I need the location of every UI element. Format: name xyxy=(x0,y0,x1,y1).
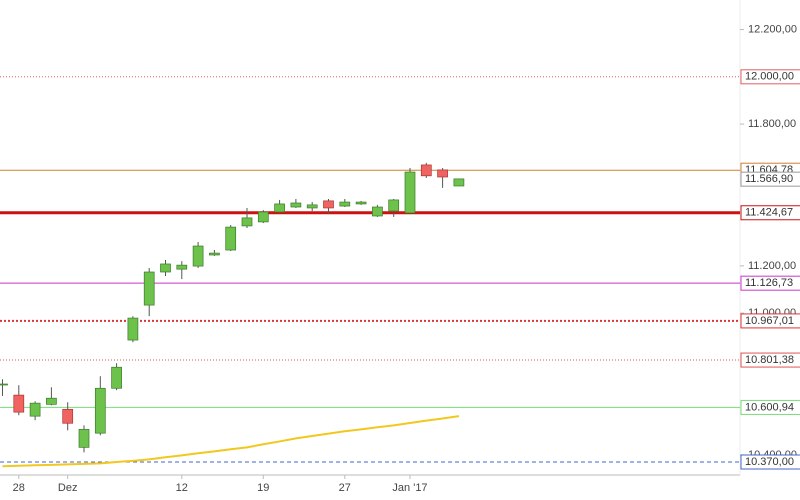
level-label-box xyxy=(740,399,800,415)
candle-body xyxy=(420,164,432,177)
candle-body xyxy=(13,394,25,413)
level-label-box xyxy=(740,171,800,187)
level-label-box xyxy=(740,275,800,291)
candle-body xyxy=(453,178,465,187)
moving-average xyxy=(2,415,460,468)
level-label: 11.424,67 xyxy=(745,207,793,219)
candle-body xyxy=(209,252,220,256)
level-label: 10.801,38 xyxy=(745,354,794,366)
candle-body xyxy=(127,317,139,341)
level-label-box xyxy=(740,352,800,368)
level-label: 11.566,90 xyxy=(745,173,793,185)
candle-body xyxy=(160,263,171,273)
candle-body xyxy=(225,226,237,251)
candle-body xyxy=(388,199,400,212)
candle-body xyxy=(176,264,188,270)
candle-body xyxy=(437,169,448,178)
x-tick-label: Dez xyxy=(58,482,78,494)
level-label-box xyxy=(740,69,800,85)
level-label: 12.000,00 xyxy=(745,71,794,83)
candle-body xyxy=(62,408,74,424)
candle-body xyxy=(94,387,106,434)
level-label-box xyxy=(740,454,800,470)
x-tick-label: Jan '17 xyxy=(392,482,427,494)
level-label-box xyxy=(740,205,800,221)
level-label: 10.600,94 xyxy=(745,401,794,413)
x-tick-label: 28 xyxy=(13,482,25,494)
candle-body xyxy=(143,271,155,306)
level-label: 11.126,73 xyxy=(745,277,793,289)
candle-body xyxy=(192,245,204,267)
x-tick-label: 27 xyxy=(339,482,351,494)
candle-body xyxy=(274,203,285,213)
candle-body xyxy=(78,429,90,448)
level-label: 10.370,00 xyxy=(745,456,794,468)
candle-body xyxy=(46,397,57,405)
y-tick-label: 12.200,00 xyxy=(748,23,797,35)
candle-body xyxy=(306,204,318,209)
x-tick-label: 19 xyxy=(257,482,269,494)
candle-body xyxy=(323,200,334,209)
candle-body xyxy=(290,202,302,208)
candle-body xyxy=(404,171,416,214)
level-label-box xyxy=(740,313,800,329)
candle-body xyxy=(241,217,253,227)
candle-body xyxy=(0,383,8,386)
level-label: 10.967,01 xyxy=(745,315,794,327)
y-tick-label: 11.800,00 xyxy=(748,118,796,130)
candle-body xyxy=(257,211,269,223)
candle-body xyxy=(355,201,367,205)
x-tick-label: 12 xyxy=(176,482,188,494)
candle-body xyxy=(372,206,383,217)
y-tick-label: 11.200,00 xyxy=(748,260,796,272)
candle-body xyxy=(111,366,122,389)
candle-body xyxy=(29,402,41,417)
candle-body xyxy=(339,201,351,207)
